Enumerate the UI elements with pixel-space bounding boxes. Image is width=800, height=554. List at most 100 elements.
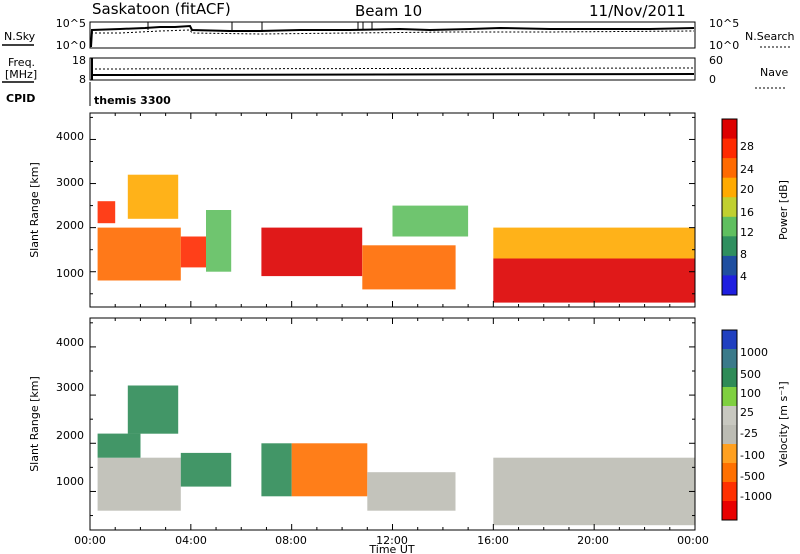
power-colorbar-swatch: [722, 275, 737, 296]
cpid-value: themis 3300: [94, 94, 171, 107]
velocity-region: [493, 457, 695, 526]
power-colorbar-swatch: [722, 177, 737, 198]
xtick-16-00: 16:00: [477, 534, 509, 547]
nsky-trace: [90, 24, 695, 48]
velocity-cbtick-neg1000: -1000: [740, 490, 772, 503]
velocity-ytick-3000: 3000: [56, 381, 84, 394]
velocity-colorbar-swatch: [722, 444, 737, 464]
nave-label: Nave: [760, 66, 788, 79]
velocity-region: [97, 433, 141, 458]
power-region: [97, 227, 181, 281]
xtick-20-00: 20:00: [577, 534, 609, 547]
nave-tick-bottom: 0: [709, 73, 716, 86]
power-region: [180, 236, 206, 268]
nsearch-tick-top: 10^5: [709, 17, 739, 30]
power-region: [127, 174, 179, 219]
velocity-cbtick-1000: 1000: [740, 346, 768, 359]
velocity-cbtick-neg500: -500: [740, 470, 765, 483]
nsky-tick-bottom: 10^0: [56, 39, 86, 52]
velocity-colorbar-swatch: [722, 349, 737, 369]
velocity-region: [97, 457, 181, 511]
power-colorbar-frame: [721, 118, 738, 296]
velocity-heatmap-data: [97, 385, 695, 526]
nsky-panel: [89, 21, 696, 49]
power-cbtick-8: 8: [740, 248, 747, 261]
cpid-label: CPID: [6, 92, 35, 105]
velocity-region: [291, 443, 368, 497]
velocity-cbtick-100: 100: [740, 387, 761, 400]
nave-trace: [90, 67, 695, 70]
power-cbtick-4: 4: [740, 270, 747, 283]
power-colorbar-swatch: [722, 255, 737, 276]
nsearch-trace: [91, 29, 695, 35]
power-cbtick-16: 16: [740, 206, 754, 219]
power-colorbar-label: Power [dB]: [777, 180, 790, 240]
power-colorbar-swatch: [722, 197, 737, 218]
velocity-ytick-1000: 1000: [56, 475, 84, 488]
velocity-region: [127, 385, 179, 434]
velocity-cbtick-neg25: -25: [740, 427, 758, 440]
nsky-tick-top: 10^5: [56, 17, 86, 30]
velocity-colorbar: [722, 330, 737, 521]
velocity-colorbar-label: Velocity [m s⁻¹]: [777, 381, 790, 466]
freq-panel: [89, 57, 696, 81]
power-colorbar-swatch: [722, 216, 737, 237]
power-region: [97, 201, 116, 224]
xtick-00-00: 00:00: [74, 534, 106, 547]
velocity-region: [367, 472, 456, 511]
nsky-spikes: [147, 22, 373, 32]
velocity-colorbar-swatch: [722, 387, 737, 407]
velocity-cbtick-25: 25: [740, 406, 754, 419]
power-cbtick-28: 28: [740, 140, 754, 153]
velocity-colorbar-swatch: [722, 501, 737, 521]
power-cbtick-24: 24: [740, 163, 754, 176]
power-heatmap-data: [97, 174, 695, 303]
velocity-cbtick-neg100: -100: [740, 449, 765, 462]
power-region: [493, 258, 695, 303]
xtick-08-00: 08:00: [275, 534, 307, 547]
nsearch-tick-bottom: 10^0: [709, 39, 739, 52]
xaxis-label: Time UT: [368, 543, 414, 554]
nave-tick-top: 60: [709, 54, 723, 67]
freq-label-line1: Freq.: [8, 56, 35, 69]
velocity-colorbar-swatch: [722, 463, 737, 483]
velocity-colorbar-frame: [721, 329, 738, 521]
freq-frame: [89, 57, 696, 81]
power-ytick-2000: 2000: [56, 219, 84, 232]
velocity-ylabel: Slant Range [km]: [28, 376, 41, 472]
velocity-ytick-4000: 4000: [56, 336, 84, 349]
velocity-colorbar-swatch: [722, 368, 737, 388]
velocity-region: [261, 443, 292, 497]
velocity-colorbar-swatch: [722, 482, 737, 502]
xtick-00-00-end: 00:00: [677, 534, 709, 547]
velocity-axis-ticks: [89, 318, 696, 530]
power-region: [493, 227, 695, 259]
power-cbtick-20: 20: [740, 183, 754, 196]
velocity-colorbar-swatch: [722, 330, 737, 350]
power-cbtick-12: 12: [740, 226, 754, 239]
power-colorbar: [722, 119, 737, 296]
velocity-ytick-2000: 2000: [56, 429, 84, 442]
nsky-frame: [89, 21, 696, 49]
power-region: [392, 205, 469, 237]
nsearch-label: N.Search: [745, 30, 795, 43]
power-colorbar-swatch: [722, 236, 737, 257]
freq-label-line2: [MHz]: [5, 68, 37, 81]
xtick-12-00: 12:00: [376, 534, 408, 547]
power-region: [206, 210, 232, 272]
velocity-region: [180, 452, 232, 487]
nsky-label: N.Sky: [4, 30, 36, 43]
xtick-04-00: 04:00: [175, 534, 207, 547]
power-colorbar-swatch: [722, 158, 737, 179]
power-colorbar-swatch: [722, 138, 737, 159]
freq-trace: [90, 73, 695, 76]
velocity-colorbar-swatch: [722, 425, 737, 445]
power-colorbar-swatch: [722, 119, 737, 140]
freq-tick-bottom: 8: [79, 73, 86, 86]
freq-tick-top: 18: [72, 54, 86, 67]
power-ytick-1000: 1000: [56, 267, 84, 280]
beam-title: Beam 10: [355, 2, 422, 20]
power-ylabel: Slant Range [km]: [28, 162, 41, 258]
velocity-cbtick-500: 500: [740, 368, 761, 381]
